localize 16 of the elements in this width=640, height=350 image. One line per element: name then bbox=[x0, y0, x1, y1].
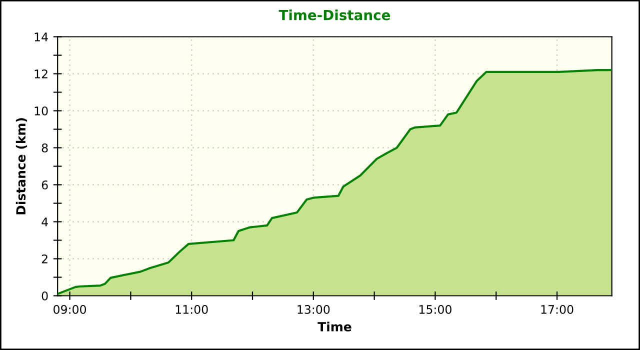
y-tick-label: 2 bbox=[42, 254, 48, 264]
y-tick-label: 4 bbox=[42, 218, 48, 226]
y-tick-label: 6 bbox=[42, 180, 48, 190]
x-tick-label: 09:00 bbox=[54, 304, 86, 314]
y-tick-label: 12 bbox=[34, 69, 48, 78]
y-tick-label: 0 bbox=[42, 291, 48, 300]
y-tick-label: 10 bbox=[34, 106, 48, 116]
x-tick-label: 13:00 bbox=[298, 304, 330, 314]
x-tick-label: 15:00 bbox=[420, 304, 452, 314]
y-tick-label: 14 bbox=[34, 32, 48, 42]
x-tick-label: 17:00 bbox=[541, 304, 574, 314]
chart-title: Time-Distance bbox=[278, 10, 390, 20]
y-axis-title: Distance (km) bbox=[16, 118, 28, 214]
x-axis-title: Time bbox=[318, 322, 352, 332]
y-tick-label: 8 bbox=[42, 143, 48, 152]
x-tick-label: 11:00 bbox=[176, 304, 208, 314]
